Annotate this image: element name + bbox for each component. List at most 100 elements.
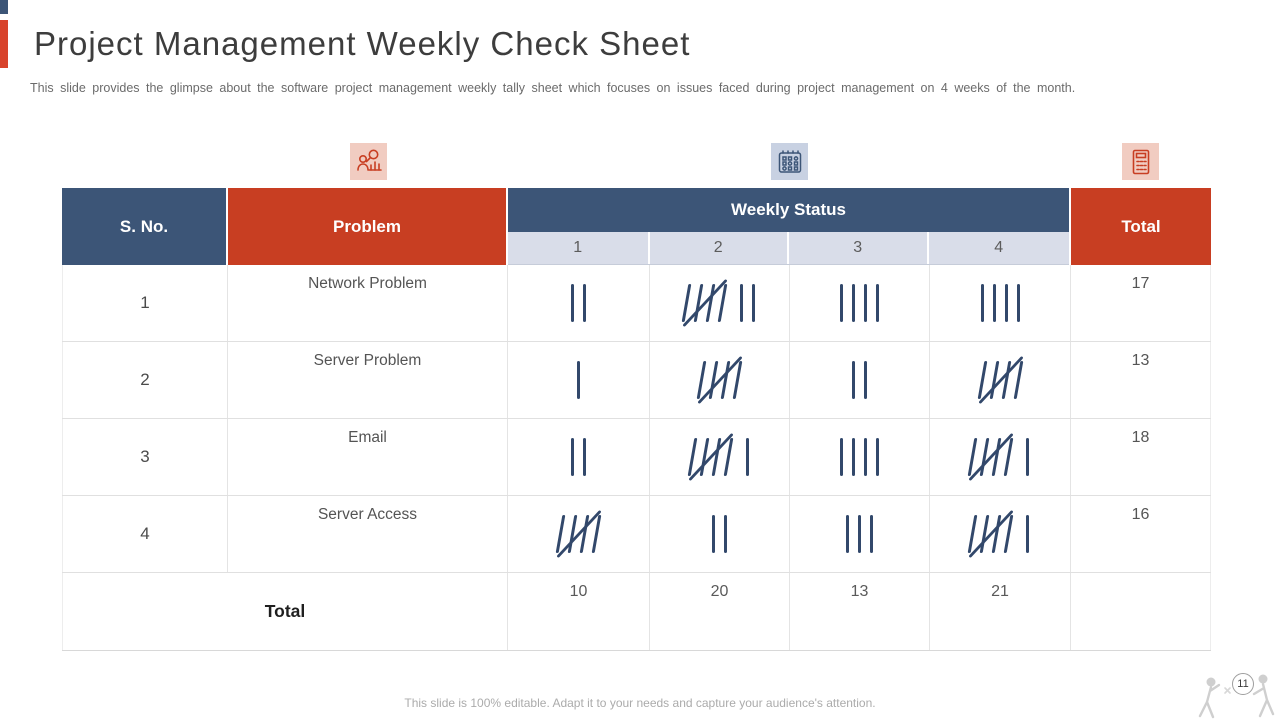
table-header: S. No. Problem Weekly Status 1 2 3 4 Tot… xyxy=(62,188,1211,265)
tally-mark xyxy=(846,515,849,553)
row-total: 18 xyxy=(1071,419,1211,495)
page-title: Project Management Weekly Check Sheet xyxy=(34,25,691,62)
week-3-total: 13 xyxy=(790,573,930,650)
week-2-tally-cell xyxy=(650,265,790,341)
tally-mark xyxy=(577,361,580,399)
header-problem: Problem xyxy=(228,188,508,265)
row-s-no: 2 xyxy=(62,342,228,418)
week-4-tally-cell xyxy=(930,265,1071,341)
tally-mark xyxy=(1026,438,1029,476)
header-total: Total xyxy=(1071,188,1211,265)
tally-group-of-4 xyxy=(840,284,879,322)
tally-group-of-1 xyxy=(1026,515,1029,553)
tally-mark xyxy=(751,284,755,322)
week-3-tally-cell xyxy=(790,342,930,418)
analysis-icon xyxy=(350,143,387,180)
table-row: 3 Email 18 xyxy=(62,419,1211,496)
tally-group-of-2 xyxy=(571,284,586,322)
row-problem-name: Email xyxy=(228,419,508,495)
tally-mark xyxy=(745,438,749,476)
header-s-no: S. No. xyxy=(62,188,228,265)
accent-red-bar xyxy=(0,20,8,68)
header-week-2: 2 xyxy=(650,232,789,264)
header-week-numbers: 1 2 3 4 xyxy=(508,232,1069,265)
week-4-tally-cell xyxy=(930,496,1071,572)
tally-mark xyxy=(992,284,996,322)
tally-group-of-5 xyxy=(687,432,733,482)
tally-group-of-2 xyxy=(571,438,586,476)
week-2-tally-cell xyxy=(650,496,790,572)
week-1-tally-cell xyxy=(508,265,650,341)
week-2-total: 20 xyxy=(650,573,790,650)
row-total: 17 xyxy=(1071,265,1211,341)
tally-group-of-5 xyxy=(967,509,1014,559)
tally-group-of-2 xyxy=(852,361,867,399)
footer-note: This slide is 100% editable. Adapt it to… xyxy=(404,696,876,710)
week-3-tally-cell xyxy=(790,419,930,495)
calendar-icon xyxy=(771,143,808,180)
tally-group-of-2 xyxy=(739,284,755,322)
tally-group-of-1 xyxy=(745,438,749,476)
tally-mark xyxy=(864,361,867,399)
row-total: 13 xyxy=(1071,342,1211,418)
tally-mark xyxy=(852,361,855,399)
tally-group-of-5 xyxy=(977,355,1023,405)
tally-group-of-4 xyxy=(980,284,1020,322)
accent-navy-block xyxy=(0,0,8,14)
tally-mark xyxy=(864,284,867,322)
tally-mark xyxy=(852,284,855,322)
table-body: 1 Network Problem 17 2 Server Problem 13 3 Emai… xyxy=(62,265,1211,573)
tally-mark xyxy=(870,515,873,553)
tally-mark xyxy=(724,515,727,553)
week-1-tally-cell xyxy=(508,419,650,495)
tally-mark xyxy=(571,438,574,476)
tally-mark xyxy=(712,515,715,553)
week-1-total: 10 xyxy=(508,573,650,650)
header-week-1: 1 xyxy=(508,232,650,264)
header-weekly-status-group: Weekly Status 1 2 3 4 xyxy=(508,188,1071,265)
tally-group-of-5 xyxy=(696,355,743,405)
tally-mark xyxy=(876,284,879,322)
tally-mark xyxy=(876,438,879,476)
decorative-stick-figures xyxy=(1198,674,1275,719)
week-2-tally-cell xyxy=(650,342,790,418)
week-1-tally-cell xyxy=(508,342,650,418)
tally-mark xyxy=(1016,284,1020,322)
header-week-4: 4 xyxy=(994,239,1004,256)
row-s-no: 4 xyxy=(62,496,228,572)
row-problem-name: Server Access xyxy=(228,496,508,572)
row-problem-name: Server Problem xyxy=(228,342,508,418)
tally-group-of-1 xyxy=(1026,438,1029,476)
header-week-3: 3 xyxy=(789,232,929,264)
row-s-no: 1 xyxy=(62,265,228,341)
tally-mark xyxy=(583,438,586,476)
check-sheet-table: S. No. Problem Weekly Status 1 2 3 4 Tot… xyxy=(62,188,1211,651)
week-4-tally-cell xyxy=(930,342,1071,418)
table-row: 4 Server Access 16 xyxy=(62,496,1211,573)
tally-group-of-4 xyxy=(840,438,879,476)
page-number-badge: 11 xyxy=(1232,673,1254,695)
total-row-label: Total xyxy=(62,573,508,650)
tally-mark xyxy=(840,438,843,476)
week-1-tally-cell xyxy=(508,496,650,572)
week-4-total: 21 xyxy=(930,573,1071,650)
tally-group-of-5 xyxy=(681,278,727,328)
week-2-tally-cell xyxy=(650,419,790,495)
row-total: 16 xyxy=(1071,496,1211,572)
tally-group-of-2 xyxy=(712,515,727,553)
tally-mark xyxy=(739,284,743,322)
tally-mark xyxy=(840,284,843,322)
week-3-tally-cell xyxy=(790,496,930,572)
table-total-row: Total 10 20 13 21 xyxy=(62,573,1211,651)
week-3-tally-cell xyxy=(790,265,930,341)
tally-mark xyxy=(571,284,574,322)
slide-subtitle: This slide provides the glimpse about th… xyxy=(30,81,1076,95)
calculator-icon xyxy=(1122,143,1159,180)
tally-mark xyxy=(852,438,855,476)
tally-mark xyxy=(1004,284,1008,322)
tally-mark xyxy=(583,284,586,322)
tally-group-of-3 xyxy=(846,515,873,553)
total-row-blank-cell xyxy=(1071,573,1211,650)
tally-mark xyxy=(858,515,861,553)
table-row: 2 Server Problem 13 xyxy=(62,342,1211,419)
